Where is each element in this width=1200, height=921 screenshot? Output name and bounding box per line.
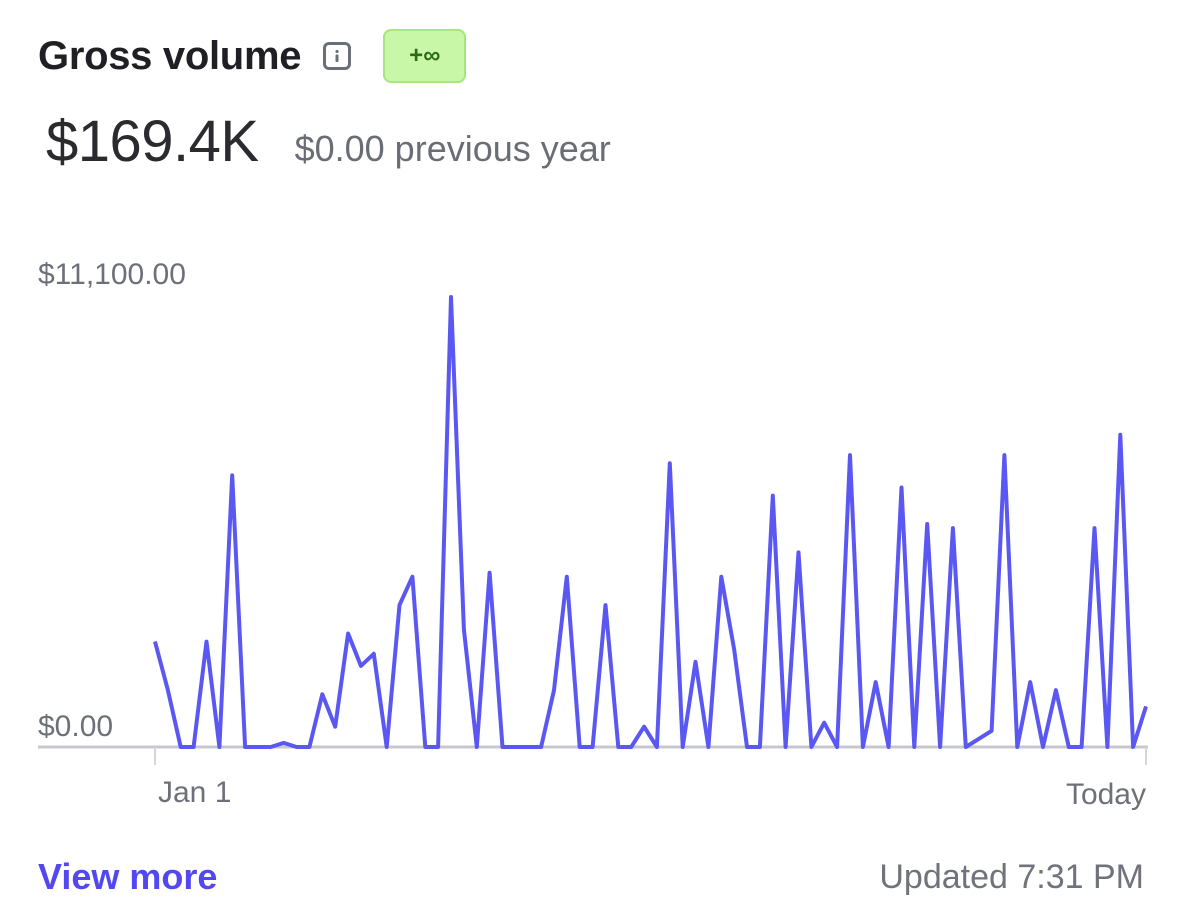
data-point <box>283 742 285 744</box>
y-tick-label-max: $11,100.00 <box>38 258 186 291</box>
data-point <box>489 572 491 574</box>
data-point <box>682 746 684 748</box>
change-badge: +∞ <box>383 29 467 83</box>
previous-year-amount: $0.00 previous year <box>294 128 611 169</box>
x-tick-label-start: Jan 1 <box>158 776 231 809</box>
data-point <box>167 689 169 691</box>
data-point <box>579 746 581 748</box>
data-point <box>759 746 761 748</box>
data-point <box>605 604 606 606</box>
data-point <box>540 746 542 748</box>
data-point <box>965 746 967 748</box>
data-point <box>810 746 812 748</box>
y-tick-label-min: $0.00 <box>38 710 113 743</box>
data-point <box>669 462 671 464</box>
data-point <box>888 746 890 748</box>
data-point <box>347 633 349 634</box>
data-point <box>630 746 632 748</box>
data-point <box>360 665 362 667</box>
data-point <box>772 495 774 497</box>
data-point <box>939 746 941 748</box>
data-point <box>785 746 787 748</box>
data-point <box>373 653 375 655</box>
data-point <box>926 523 928 525</box>
data-point <box>296 746 298 748</box>
data-point <box>244 746 246 748</box>
x-tick-label-end: Today <box>1066 778 1146 811</box>
data-point <box>823 722 825 724</box>
data-point <box>1003 454 1005 456</box>
data-point <box>1055 689 1057 691</box>
data-point <box>206 641 207 643</box>
data-point <box>386 746 388 748</box>
data-point <box>746 746 748 748</box>
data-point <box>862 746 864 748</box>
data-point <box>553 689 555 691</box>
gross-volume-chart: $11,100.00 $0.00 Jan 1 Today <box>38 258 1148 811</box>
data-point <box>695 661 696 663</box>
data-point <box>437 746 439 748</box>
data-point <box>849 454 851 456</box>
data-point <box>798 551 799 553</box>
data-point <box>424 746 426 748</box>
data-point <box>617 746 619 748</box>
data-point <box>154 641 156 643</box>
series-layer <box>153 295 1148 749</box>
data-point <box>1145 706 1147 707</box>
data-point <box>901 487 902 488</box>
data-point <box>270 746 272 748</box>
data-point <box>720 576 722 578</box>
data-point <box>231 474 233 476</box>
data-point <box>463 628 465 630</box>
data-point <box>656 746 658 748</box>
gross-volume-amount: $169.4K <box>46 109 259 174</box>
data-point <box>193 746 195 748</box>
data-point <box>257 746 259 748</box>
data-point <box>1094 527 1095 529</box>
data-point <box>978 738 980 740</box>
data-point <box>321 693 323 695</box>
data-point <box>476 746 478 748</box>
series-line <box>153 295 1148 749</box>
data-point <box>514 746 516 748</box>
data-point <box>527 746 529 748</box>
data-point <box>592 746 594 748</box>
data-point <box>913 746 915 748</box>
data-point <box>1042 746 1044 748</box>
summary: $169.4K $0.00 previous year <box>46 108 611 175</box>
data-point <box>643 726 645 728</box>
info-glyph <box>335 50 339 62</box>
updated-timestamp: Updated 7:31 PM <box>879 858 1144 896</box>
data-point <box>1016 746 1018 748</box>
data-point <box>1068 746 1070 748</box>
data-point <box>991 730 993 732</box>
data-point <box>411 576 413 578</box>
data-point <box>1081 746 1083 748</box>
data-point <box>836 746 838 748</box>
view-more-link[interactable]: View more <box>38 856 218 897</box>
data-point <box>707 746 709 748</box>
data-point <box>308 746 310 748</box>
data-point <box>952 527 954 529</box>
data-point <box>1106 746 1108 748</box>
data-point <box>218 746 220 748</box>
data-point <box>733 649 735 651</box>
data-point <box>1029 681 1031 683</box>
data-point <box>875 681 877 683</box>
data-point <box>1132 746 1134 748</box>
data-point <box>1119 434 1121 436</box>
data-point <box>566 576 568 578</box>
info-icon[interactable] <box>323 42 352 70</box>
data-point <box>399 604 400 606</box>
data-point <box>450 296 452 298</box>
data-point <box>502 746 503 748</box>
data-point <box>180 746 182 748</box>
header: Gross volume +∞ <box>38 28 467 84</box>
page-title: Gross volume <box>38 33 302 78</box>
data-point <box>334 726 336 728</box>
